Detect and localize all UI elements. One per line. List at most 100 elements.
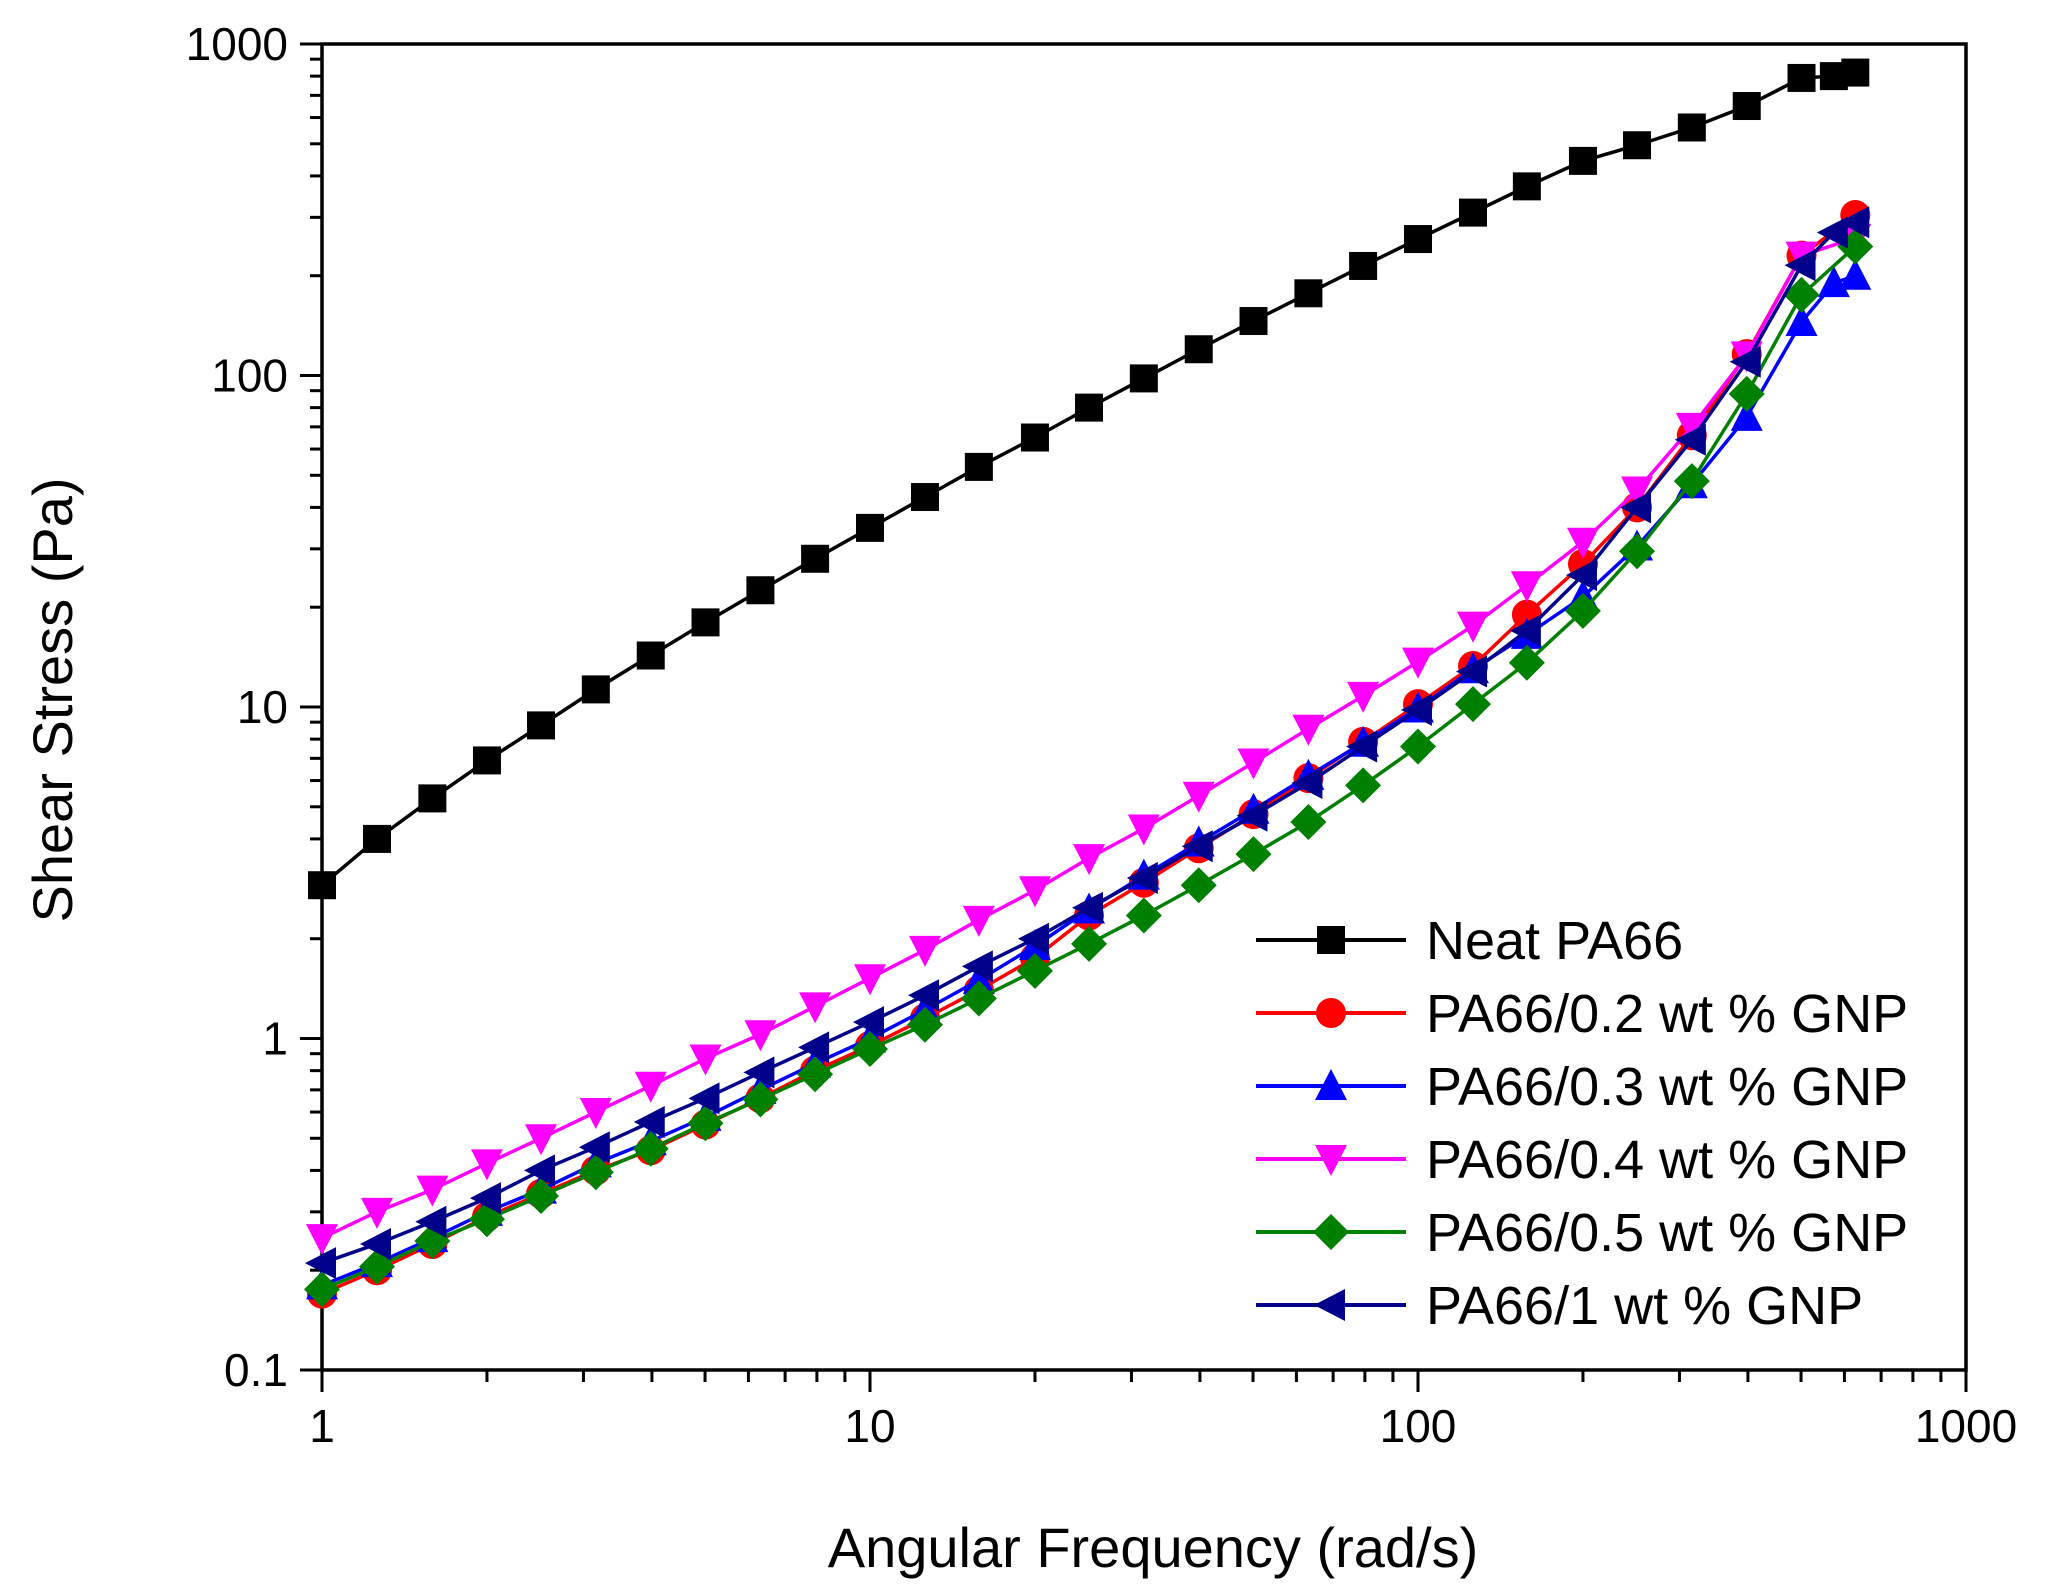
- data-point: [1180, 867, 1217, 904]
- data-point: [418, 784, 447, 813]
- legend-label: PA66/0.2 wt % GNP: [1426, 984, 1908, 1044]
- data-point: [1673, 463, 1710, 500]
- data-point: [1730, 399, 1763, 431]
- series-group: [304, 58, 1874, 1309]
- data-point: [1619, 533, 1656, 570]
- data-point: [1345, 767, 1382, 804]
- data-point: [1127, 814, 1160, 846]
- data-point: [1509, 614, 1541, 647]
- data-point: [304, 1271, 340, 1308]
- data-point: [911, 483, 940, 512]
- x-axis: 1 10 100 1000: [309, 1370, 2017, 1452]
- series-4: [304, 228, 1874, 1308]
- data-point: [1184, 335, 1213, 364]
- data-point: [1075, 393, 1104, 422]
- data-point: [632, 1130, 669, 1167]
- x-axis-title: Angular Frequency (rad/s): [828, 1516, 1479, 1579]
- data-point: [1073, 844, 1106, 876]
- legend-marker: [1317, 926, 1345, 954]
- legend-item: PA66/0.5 wt % GNP: [1256, 1203, 1908, 1263]
- data-point: [1457, 611, 1490, 643]
- data-point: [852, 1030, 888, 1067]
- data-point: [1017, 922, 1049, 955]
- data-point: [1838, 206, 1870, 239]
- y-axis: 0.1 1 10 100 1000: [186, 18, 322, 1396]
- data-point: [1784, 249, 1816, 282]
- data-point: [1732, 92, 1761, 121]
- data-point: [634, 1071, 667, 1103]
- legend-marker: [1314, 1289, 1345, 1321]
- data-point: [1292, 714, 1325, 746]
- data-point: [908, 979, 940, 1012]
- data-point: [1455, 686, 1492, 723]
- y-tick-label: 1: [262, 1013, 288, 1065]
- data-point: [1237, 748, 1270, 780]
- data-point: [1728, 375, 1765, 412]
- data-point: [581, 675, 610, 704]
- data-point: [305, 1247, 336, 1280]
- legend-item: PA66/0.4 wt % GNP: [1256, 1130, 1908, 1190]
- data-point: [579, 1098, 612, 1130]
- data-point: [525, 1124, 558, 1156]
- data-point: [1236, 799, 1268, 832]
- data-point: [746, 576, 775, 605]
- data-point: [415, 1205, 447, 1238]
- data-point: [416, 1175, 449, 1207]
- data-point: [799, 992, 832, 1024]
- data-point: [1512, 172, 1541, 201]
- data-point: [469, 1182, 501, 1215]
- data-point: [472, 746, 501, 775]
- legend: Neat PA66 PA66/0.2 wt % GNP PA66/0.3 wt % …: [1256, 911, 1908, 1336]
- data-point: [907, 1006, 944, 1043]
- data-point: [688, 1082, 720, 1115]
- data-point: [1456, 655, 1488, 688]
- data-point: [1623, 131, 1652, 160]
- legend-marker: [1315, 1069, 1347, 1100]
- legend-marker: [1313, 1214, 1349, 1250]
- data-point: [1677, 113, 1706, 142]
- data-point: [689, 1044, 722, 1076]
- x-tick-label: 1000: [1915, 1400, 2017, 1452]
- data-point: [687, 1105, 724, 1142]
- legend-label: PA66/0.4 wt % GNP: [1426, 1130, 1908, 1190]
- data-point: [742, 1081, 779, 1118]
- data-point: [1016, 952, 1053, 989]
- legend-label: PA66/0.3 wt % GNP: [1426, 1057, 1908, 1117]
- x-tick-label: 100: [1380, 1400, 1457, 1452]
- data-point: [1346, 730, 1378, 763]
- data-point: [359, 1248, 396, 1285]
- data-point: [523, 1177, 560, 1214]
- legend-marker: [1315, 1145, 1347, 1176]
- data-point: [1459, 198, 1488, 227]
- data-point: [1071, 925, 1108, 962]
- data-point: [856, 513, 884, 542]
- data-point: [964, 452, 993, 481]
- data-point: [909, 935, 942, 967]
- data-point: [797, 1056, 834, 1093]
- y-axis-title: Shear Stress (Pa): [21, 477, 84, 922]
- data-point: [1072, 891, 1104, 924]
- legend-label: PA66/0.5 wt % GNP: [1426, 1203, 1908, 1263]
- data-point: [1816, 216, 1848, 249]
- data-point: [636, 641, 665, 670]
- data-point: [361, 1197, 394, 1229]
- data-point: [743, 1056, 775, 1089]
- legend-marker: [1316, 998, 1346, 1028]
- data-point: [1783, 276, 1820, 313]
- data-point: [1508, 644, 1545, 681]
- data-point: [1674, 423, 1706, 456]
- data-point: [1126, 861, 1158, 894]
- axes: 1 10 100 1000 0.1 1 10 100 1000: [186, 18, 2018, 1452]
- data-point: [1294, 279, 1323, 308]
- data-point: [524, 1154, 556, 1187]
- legend-label: PA66/1 wt % GNP: [1426, 1276, 1863, 1336]
- legend-item: PA66/0.3 wt % GNP: [1256, 1057, 1908, 1117]
- data-point: [1402, 647, 1434, 679]
- data-point: [1020, 423, 1049, 452]
- data-point: [1564, 592, 1601, 629]
- data-point: [527, 711, 556, 740]
- data-point: [1235, 836, 1272, 873]
- legend-item: Neat PA66: [1256, 911, 1683, 971]
- data-point: [1401, 693, 1432, 726]
